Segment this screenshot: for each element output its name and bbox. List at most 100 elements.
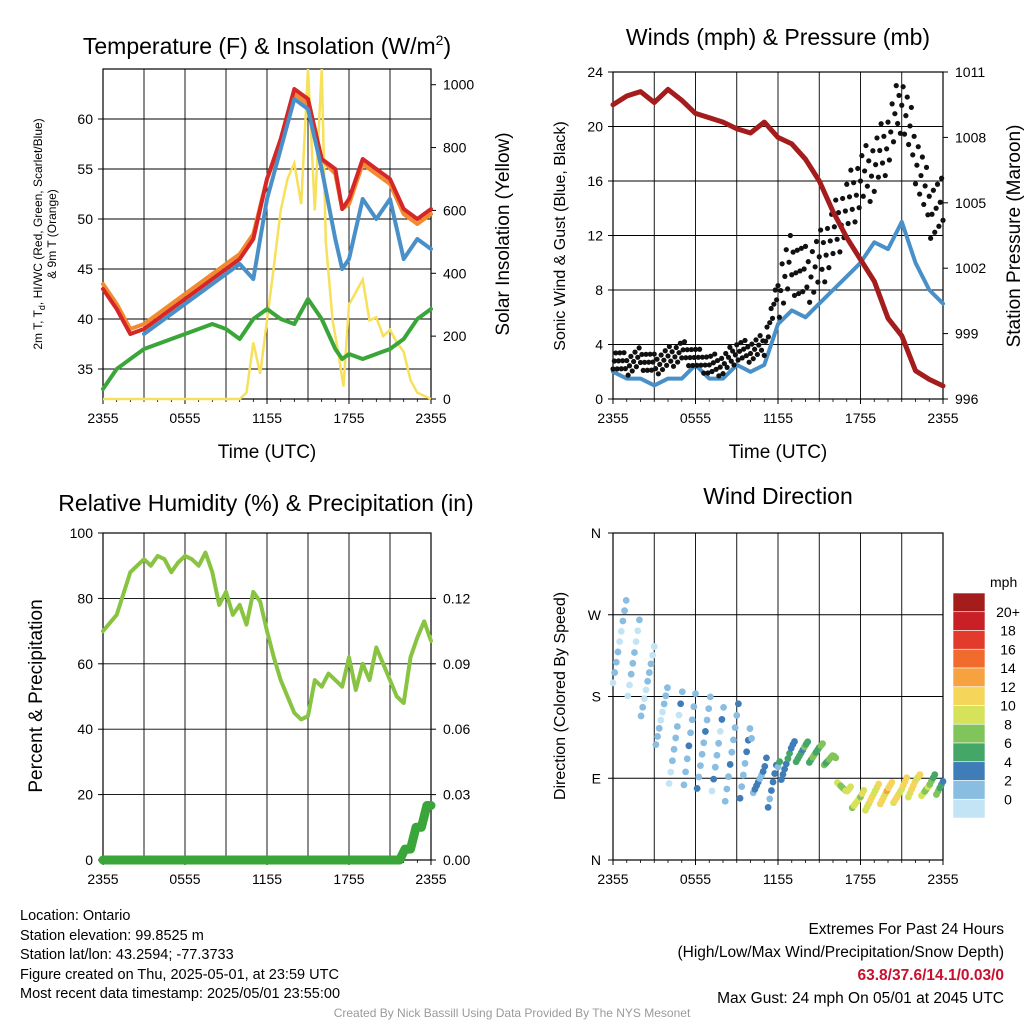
colorbar-label: 8 (1004, 716, 1012, 732)
gust-point (899, 102, 905, 108)
gust-point (774, 297, 780, 303)
colorbar-swatch (952, 630, 986, 650)
gust-point (720, 371, 726, 377)
colorbar-title: mph (990, 574, 1017, 590)
direction-point (680, 781, 688, 789)
gust-point (875, 174, 881, 180)
winds-lines (610, 83, 946, 389)
direction-point (769, 778, 777, 786)
y-tick-label: 50 (77, 211, 93, 227)
gust-point (908, 104, 914, 111)
gust-point (735, 357, 741, 363)
gust-point (753, 337, 759, 343)
y-tick-label: 800 (443, 140, 467, 156)
gust-point (798, 245, 804, 251)
y-tick-label: 1000 (443, 77, 474, 93)
gust-point (940, 217, 946, 223)
gust-point (840, 195, 846, 202)
gust-point (629, 368, 635, 374)
gust-point (687, 354, 693, 361)
x-tick-label: 2355 (597, 871, 628, 887)
direction-point (708, 787, 716, 795)
gust-point (790, 249, 796, 255)
gust-point (878, 121, 884, 127)
gust-point (826, 265, 832, 271)
gust-point (758, 347, 765, 353)
direction-point (888, 778, 896, 786)
direction-point (637, 712, 645, 720)
gust-point (855, 165, 861, 172)
y-tick-label: 996 (955, 391, 979, 407)
winds-title: Winds (mph) & Pressure (mb) (626, 24, 930, 50)
gust-point (676, 350, 682, 356)
gust-point (633, 364, 639, 370)
gust-point (719, 355, 725, 361)
gust-point (830, 250, 836, 257)
humidity-panel: Relative Humidity (%) & Precipitation (i… (26, 490, 474, 887)
gust-point (749, 341, 755, 347)
x-tick-label: 1155 (763, 871, 793, 887)
winds-y-label: Sonic Wind & Gust (Blue, Black) (552, 121, 569, 350)
colorbar-swatch (952, 780, 986, 800)
gust-point (617, 350, 623, 356)
gust-point (808, 274, 814, 280)
gust-point (675, 359, 681, 365)
winds-x-ticks: 2355 0555 1155 1755 2355 (597, 399, 959, 426)
x-tick-label: 1755 (333, 410, 364, 426)
gust-point (837, 249, 843, 255)
insolation-y-ticks: 0 200 400 600 800 1000 (431, 77, 474, 407)
direction-point (761, 762, 769, 770)
temperature-title: Temperature (F) & Insolation (W/m2) (83, 32, 451, 59)
direction-point (781, 765, 788, 773)
x-tick-label: 1155 (763, 410, 793, 426)
y-tick-label: N (591, 525, 601, 541)
direction-point (642, 686, 650, 694)
direction-point (669, 757, 676, 765)
gust-point (764, 324, 770, 330)
colorbar-swatch (952, 667, 986, 688)
gust-point (890, 139, 897, 145)
direction-point (677, 700, 685, 708)
x-tick-label: 2355 (87, 871, 118, 887)
direction-point (784, 755, 792, 763)
gust-point (831, 224, 837, 230)
direction-point (624, 692, 632, 700)
gust-point (670, 363, 677, 369)
gust-point (823, 252, 829, 258)
gust-point (741, 346, 747, 352)
direction-point (627, 670, 635, 678)
gust-point (807, 299, 813, 305)
direction-point (611, 669, 619, 676)
gust-point (712, 351, 718, 357)
gust-point (648, 367, 655, 373)
y-tick-label: 1005 (955, 195, 986, 211)
gust-point (686, 363, 692, 369)
gust-point (805, 259, 811, 265)
y-tick-label: 55 (77, 161, 93, 177)
gust-point (701, 370, 707, 376)
y-tick-label: 0 (443, 391, 451, 407)
gust-point (681, 339, 688, 345)
gust-point (937, 199, 943, 205)
gust-point (757, 333, 763, 339)
direction-point (655, 724, 663, 732)
gust-point (819, 266, 825, 272)
direction-point (621, 607, 628, 615)
gust-point (763, 338, 769, 344)
gust-point (615, 358, 622, 364)
y-tick-label: 999 (955, 326, 979, 342)
gust-point (820, 239, 826, 246)
gust-point (801, 266, 807, 272)
gust-point (862, 168, 868, 174)
gust-point (669, 349, 675, 355)
gust-point (765, 334, 771, 340)
gust-point (767, 320, 773, 326)
direction-point (726, 761, 734, 768)
gust-point (800, 289, 806, 295)
gust-point (640, 367, 646, 373)
gust-point (716, 373, 722, 379)
temperature-x-ticks: 2355 0555 1155 1755 2355 (87, 399, 447, 426)
gust-point (743, 353, 749, 359)
direction-point (723, 785, 731, 793)
gust-point (666, 343, 672, 350)
